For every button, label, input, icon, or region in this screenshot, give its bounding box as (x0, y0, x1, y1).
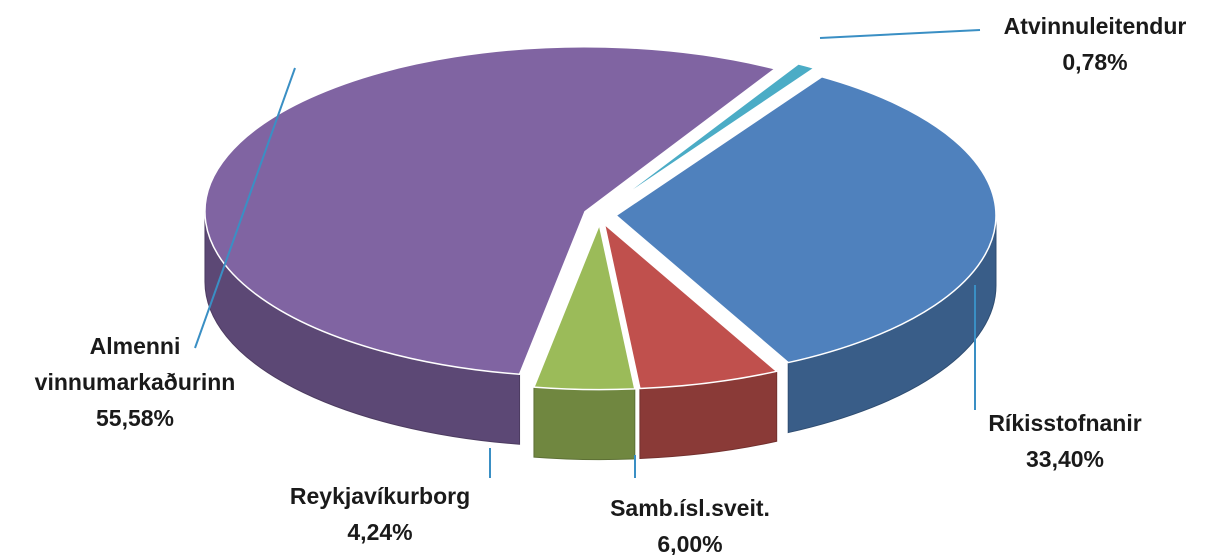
slice-label: Ríkisstofnanir 33,40% (960, 405, 1170, 477)
slice-value: 4,24% (347, 519, 413, 545)
slice (614, 75, 997, 364)
slice-value: 6,00% (657, 531, 723, 555)
slice (204, 45, 777, 376)
slice-label: Atvinnuleitendur 0,78% (990, 8, 1200, 80)
leader-line (819, 29, 981, 39)
slice-sides (204, 211, 997, 461)
leader-line (194, 67, 296, 349)
slice (607, 63, 816, 208)
slice-side (533, 386, 636, 461)
slice-name: Almenni vinnumarkaðurinn (34, 333, 236, 395)
slice-label: Samb.ísl.sveit. 6,00% (590, 490, 790, 555)
slice (603, 222, 779, 390)
slice-value: 55,58% (95, 405, 174, 431)
slice-name: Reykjavíkurborg (289, 483, 471, 509)
slice-value: 33,40% (1025, 446, 1104, 472)
slice (532, 222, 636, 391)
slice-name: Atvinnuleitendur (1003, 13, 1187, 39)
slice-value: 0,78% (1062, 49, 1128, 75)
slice-label: Reykjavíkurborg 4,24% (265, 478, 495, 550)
slice-label: Almenni vinnumarkaðurinn 55,58% (10, 328, 260, 436)
slice-name: Ríkisstofnanir (988, 410, 1142, 436)
slice-name: Samb.ísl.sveit. (610, 495, 770, 521)
